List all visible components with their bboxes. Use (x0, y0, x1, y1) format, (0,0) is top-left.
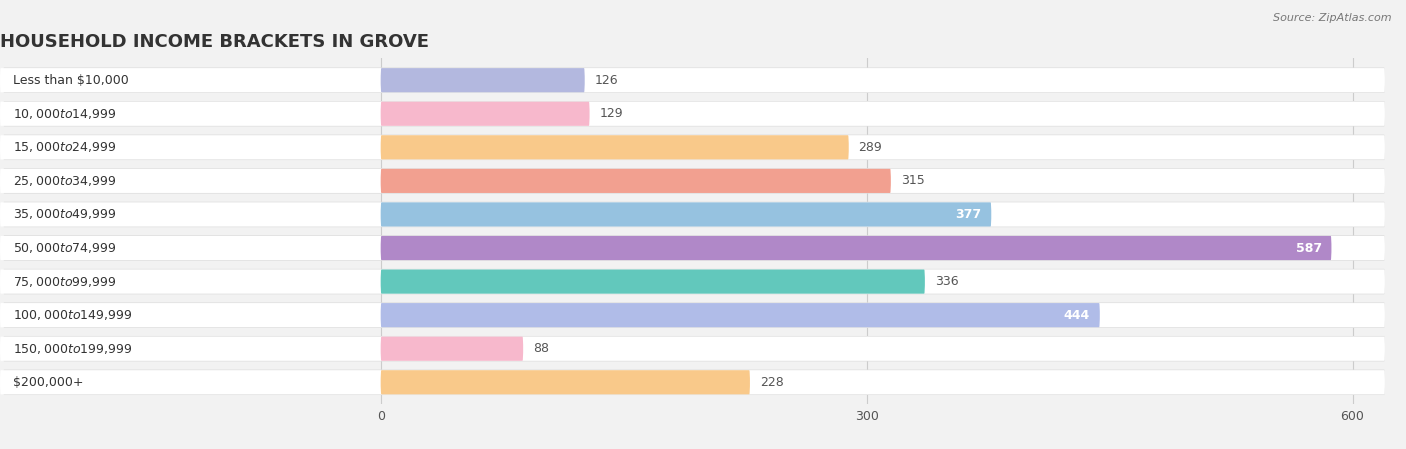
FancyBboxPatch shape (1, 70, 366, 91)
FancyBboxPatch shape (1, 371, 366, 393)
FancyBboxPatch shape (0, 236, 1385, 260)
Text: $10,000 to $14,999: $10,000 to $14,999 (13, 107, 117, 121)
Text: $25,000 to $34,999: $25,000 to $34,999 (13, 174, 117, 188)
FancyBboxPatch shape (0, 303, 1385, 327)
FancyBboxPatch shape (0, 202, 1385, 227)
FancyBboxPatch shape (0, 68, 1385, 92)
FancyBboxPatch shape (3, 269, 1385, 295)
Text: 315: 315 (901, 174, 924, 187)
Text: $200,000+: $200,000+ (13, 376, 83, 389)
FancyBboxPatch shape (0, 337, 1385, 361)
FancyBboxPatch shape (1, 338, 366, 360)
Text: 289: 289 (859, 141, 882, 154)
FancyBboxPatch shape (3, 168, 1385, 194)
FancyBboxPatch shape (0, 135, 1385, 159)
FancyBboxPatch shape (3, 336, 1385, 361)
FancyBboxPatch shape (1, 304, 366, 326)
Text: $150,000 to $199,999: $150,000 to $199,999 (13, 342, 132, 356)
Text: $50,000 to $74,999: $50,000 to $74,999 (13, 241, 117, 255)
Text: $100,000 to $149,999: $100,000 to $149,999 (13, 308, 132, 322)
FancyBboxPatch shape (3, 202, 1385, 227)
FancyBboxPatch shape (381, 135, 849, 159)
FancyBboxPatch shape (1, 103, 366, 124)
FancyBboxPatch shape (1, 237, 366, 259)
FancyBboxPatch shape (3, 370, 1385, 395)
FancyBboxPatch shape (1, 170, 366, 192)
FancyBboxPatch shape (1, 136, 366, 158)
Text: 129: 129 (599, 107, 623, 120)
Text: 377: 377 (956, 208, 981, 221)
FancyBboxPatch shape (381, 269, 925, 294)
Text: $15,000 to $24,999: $15,000 to $24,999 (13, 141, 117, 154)
FancyBboxPatch shape (0, 370, 1385, 394)
FancyBboxPatch shape (381, 169, 891, 193)
FancyBboxPatch shape (381, 101, 589, 126)
Text: HOUSEHOLD INCOME BRACKETS IN GROVE: HOUSEHOLD INCOME BRACKETS IN GROVE (0, 33, 429, 51)
FancyBboxPatch shape (1, 271, 366, 292)
Text: 88: 88 (533, 342, 548, 355)
Text: 126: 126 (595, 74, 619, 87)
Text: 336: 336 (935, 275, 959, 288)
FancyBboxPatch shape (3, 101, 1385, 127)
FancyBboxPatch shape (381, 303, 1099, 327)
FancyBboxPatch shape (381, 68, 585, 92)
FancyBboxPatch shape (0, 101, 1385, 126)
FancyBboxPatch shape (3, 67, 1385, 93)
FancyBboxPatch shape (381, 370, 749, 394)
Text: $35,000 to $49,999: $35,000 to $49,999 (13, 207, 117, 221)
Text: Less than $10,000: Less than $10,000 (13, 74, 129, 87)
FancyBboxPatch shape (3, 235, 1385, 261)
Text: 587: 587 (1295, 242, 1322, 255)
Text: 228: 228 (759, 376, 783, 389)
FancyBboxPatch shape (3, 302, 1385, 328)
Text: Source: ZipAtlas.com: Source: ZipAtlas.com (1274, 13, 1392, 23)
FancyBboxPatch shape (3, 135, 1385, 160)
FancyBboxPatch shape (381, 337, 523, 361)
Text: $75,000 to $99,999: $75,000 to $99,999 (13, 275, 117, 289)
FancyBboxPatch shape (1, 204, 366, 225)
FancyBboxPatch shape (0, 169, 1385, 193)
Text: 444: 444 (1064, 308, 1090, 321)
FancyBboxPatch shape (381, 202, 991, 227)
FancyBboxPatch shape (0, 269, 1385, 294)
FancyBboxPatch shape (381, 236, 1331, 260)
